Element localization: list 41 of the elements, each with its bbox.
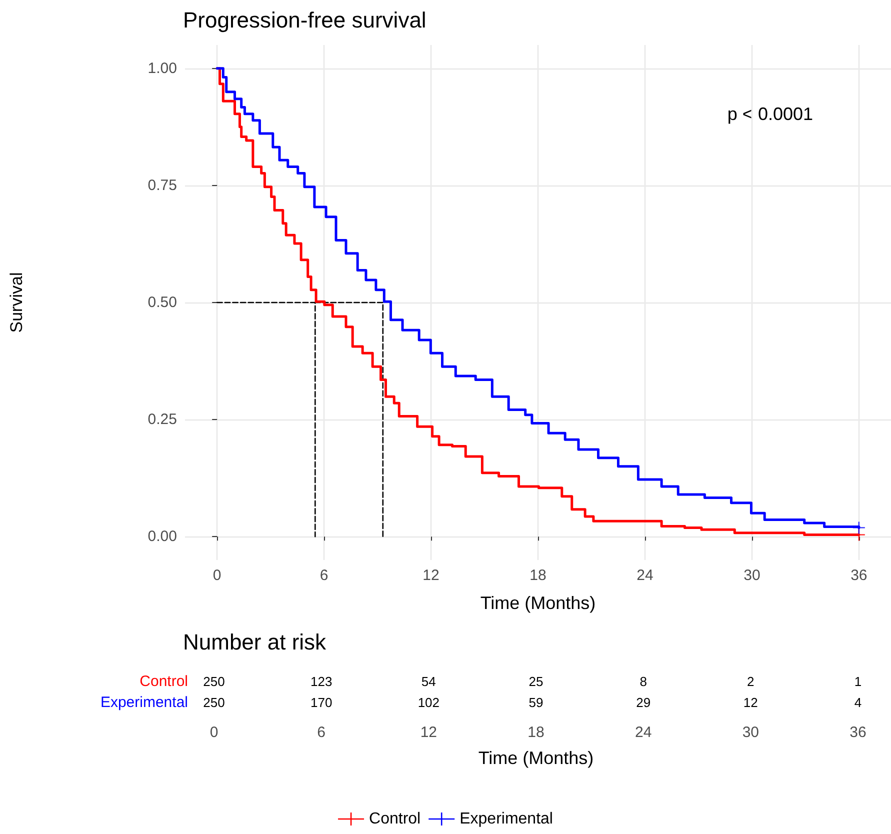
x-axis-title: Time (Months) bbox=[478, 748, 594, 768]
data-label: 4 bbox=[854, 695, 862, 710]
x-tick-label: 24 bbox=[636, 567, 654, 584]
data-label: 250 bbox=[203, 695, 225, 710]
data-label: 2 bbox=[747, 674, 754, 689]
x-tick-label: 36 bbox=[850, 567, 868, 584]
data-label: 123 bbox=[310, 674, 332, 689]
x-tick-label: 6 bbox=[317, 724, 326, 741]
y-tick-label: 0.25 bbox=[148, 411, 177, 428]
y-tick-label: 0.00 bbox=[148, 528, 177, 546]
data-label: 25 bbox=[528, 674, 544, 689]
chart-title: Number at risk bbox=[183, 630, 328, 654]
x-tick-label: 18 bbox=[530, 567, 546, 584]
data-label: 12 bbox=[743, 695, 758, 710]
data-label: 102 bbox=[418, 695, 440, 710]
data-label: 170 bbox=[310, 695, 332, 710]
legend-label: Experimental bbox=[460, 810, 553, 828]
x-tick-label: 36 bbox=[850, 724, 866, 741]
x-tick-label: 30 bbox=[744, 567, 760, 584]
data-label: 54 bbox=[421, 674, 436, 689]
data-label: 1 bbox=[854, 674, 862, 689]
x-tick-label: 24 bbox=[634, 724, 652, 741]
x-tick-label: 0 bbox=[210, 724, 218, 741]
chart-title: Progression-free survival bbox=[183, 8, 426, 32]
data-label: 8 bbox=[640, 674, 647, 689]
x-axis-title: Time (Months) bbox=[480, 593, 596, 613]
y-tick-label: 0.50 bbox=[148, 294, 177, 311]
x-tick-label: 12 bbox=[422, 567, 440, 584]
data-label: 250 bbox=[203, 674, 225, 689]
y-tick-label: 0.75 bbox=[148, 176, 177, 194]
x-tick-label: 18 bbox=[528, 724, 544, 741]
x-tick-label: 30 bbox=[742, 724, 760, 741]
y-tick-label: 1.00 bbox=[148, 60, 177, 77]
y-tick-label: Control bbox=[140, 673, 188, 690]
data-label: 59 bbox=[528, 695, 544, 710]
legend-label: Control bbox=[369, 810, 421, 828]
x-tick-label: 6 bbox=[320, 567, 328, 584]
data-label: 29 bbox=[636, 695, 651, 710]
x-tick-label: 12 bbox=[420, 724, 438, 741]
y-axis-title: Survival bbox=[7, 272, 26, 333]
x-tick-label: 0 bbox=[212, 567, 222, 584]
